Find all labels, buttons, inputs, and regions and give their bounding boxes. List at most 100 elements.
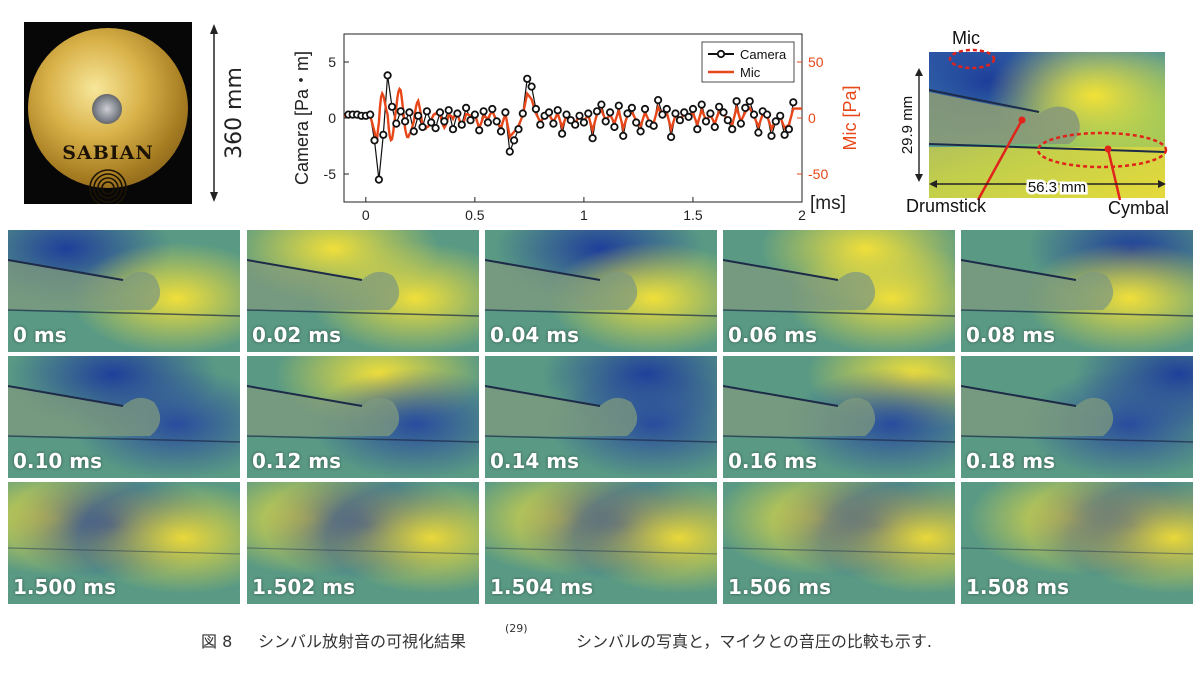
camera-point [736,119,745,128]
camera-point [719,108,728,117]
camera-point [693,125,702,134]
camera-point [632,118,641,127]
camera-point [732,97,741,106]
camera-point [749,110,759,119]
camera-point [723,116,732,125]
y-left-axis-label: Camera [Pa・m] [292,51,312,185]
frame-time-label: 0.16 ms [728,449,818,473]
camera-point [636,127,645,136]
wave-field-image [8,356,240,478]
frame-time-label: 0.12 ms [252,449,342,473]
legend-camera-label: Camera [740,47,787,62]
wave-field-image [723,482,955,604]
camera-point [435,108,445,117]
cymbal-photo: SABIAN [24,22,192,204]
x-axis-label: [ms] [810,193,846,214]
camera-point [627,103,636,113]
camera-point [666,132,676,142]
visualization-frame: 0.14 ms [484,355,718,479]
visualization-frame: 1.504 ms [484,481,718,605]
cymbal-label: Cymbal [1108,198,1169,218]
x-tick-label: 1.5 [683,207,703,222]
camera-point [401,117,410,126]
camera-point [453,109,462,118]
frame-time-label: 1.506 ms [728,575,831,599]
camera-point [514,125,523,134]
camera-point [557,129,567,138]
camera-point [662,104,671,114]
camera-point [374,175,384,184]
visualization-frame: 0.02 ms [246,229,480,353]
camera-point [440,117,449,126]
camera-point [448,125,458,134]
y-right-tick-label: 0 [808,110,816,126]
visualization-frame: 0.12 ms [246,355,480,479]
visualization-frame: 1.506 ms [722,481,956,605]
camera-point [536,120,545,129]
camera-point [518,109,527,118]
camera-point [640,104,650,114]
wave-field-image [8,230,240,352]
camera-point [710,122,719,132]
camera-point [379,130,388,139]
camera-point [387,102,397,111]
camera-point [771,117,780,126]
drumstick-label: Drumstick [906,196,987,216]
visualization-frame: 0.16 ms [722,355,956,479]
cymbal-ring-logo [89,169,127,204]
frame-time-label: 1.500 ms [13,575,116,599]
camera-point [470,110,479,119]
camera-point [492,117,501,126]
cymbal-dimension-label: 360 mm [222,67,247,159]
camera-point [562,110,571,119]
camera-point [553,106,562,115]
frame-time-label: 0.18 ms [966,449,1056,473]
visualization-frame: 0.06 ms [722,229,956,353]
caption-title: シンバル放射音の可視化結果 [258,632,467,651]
y-right-tick-label: 50 [808,54,824,70]
camera-point [767,131,776,141]
caption-description: シンバルの写真と，マイクとの音圧の比較も示す. [576,632,932,651]
camera-point [706,109,715,118]
cymbal-dimension: 360 mm [210,24,247,202]
frame-time-label: 0.04 ms [490,323,580,347]
visualization-frame: 0.10 ms [7,355,241,479]
camera-point [392,119,401,128]
camera-point [684,112,693,122]
camera-point [745,97,754,106]
camera-point [409,127,418,136]
frame-time-label: 0.08 ms [966,323,1056,347]
visualization-frame: 1.500 ms [7,481,241,605]
camera-point [671,109,680,118]
camera-point [597,100,606,109]
wave-field-image [485,482,717,604]
frame-time-label: 1.502 ms [252,575,355,599]
visualization-frame: 0.08 ms [960,229,1194,353]
y-left-tick-label: 5 [328,54,336,70]
camera-point [653,96,663,105]
cymbal-brand-logo: SABIAN [62,142,154,164]
setup-schematic: Mic 29.9 mm 56.3 mm Drumstick Cymbal [902,22,1192,222]
camera-point [479,107,488,116]
camera-point [614,101,623,110]
camera-point [483,118,492,127]
camera-point [457,120,466,129]
frame-time-label: 0.06 ms [728,323,818,347]
visualization-frame: 0.04 ms [484,229,718,353]
camera-point [549,119,558,128]
wave-field-image [247,482,479,604]
wave-field-image [723,230,955,352]
camera-point [466,116,475,125]
legend-camera-marker [716,49,726,59]
camera-point [658,110,667,119]
width-label: 56.3 mm [1028,179,1086,196]
cymbal-hub [92,94,122,124]
camera-point [418,122,427,132]
x-tick-label: 1 [580,207,588,222]
frame-time-label: 0.10 ms [13,449,103,473]
camera-point [592,107,602,116]
legend-box [701,41,795,83]
camera-point [762,110,772,119]
